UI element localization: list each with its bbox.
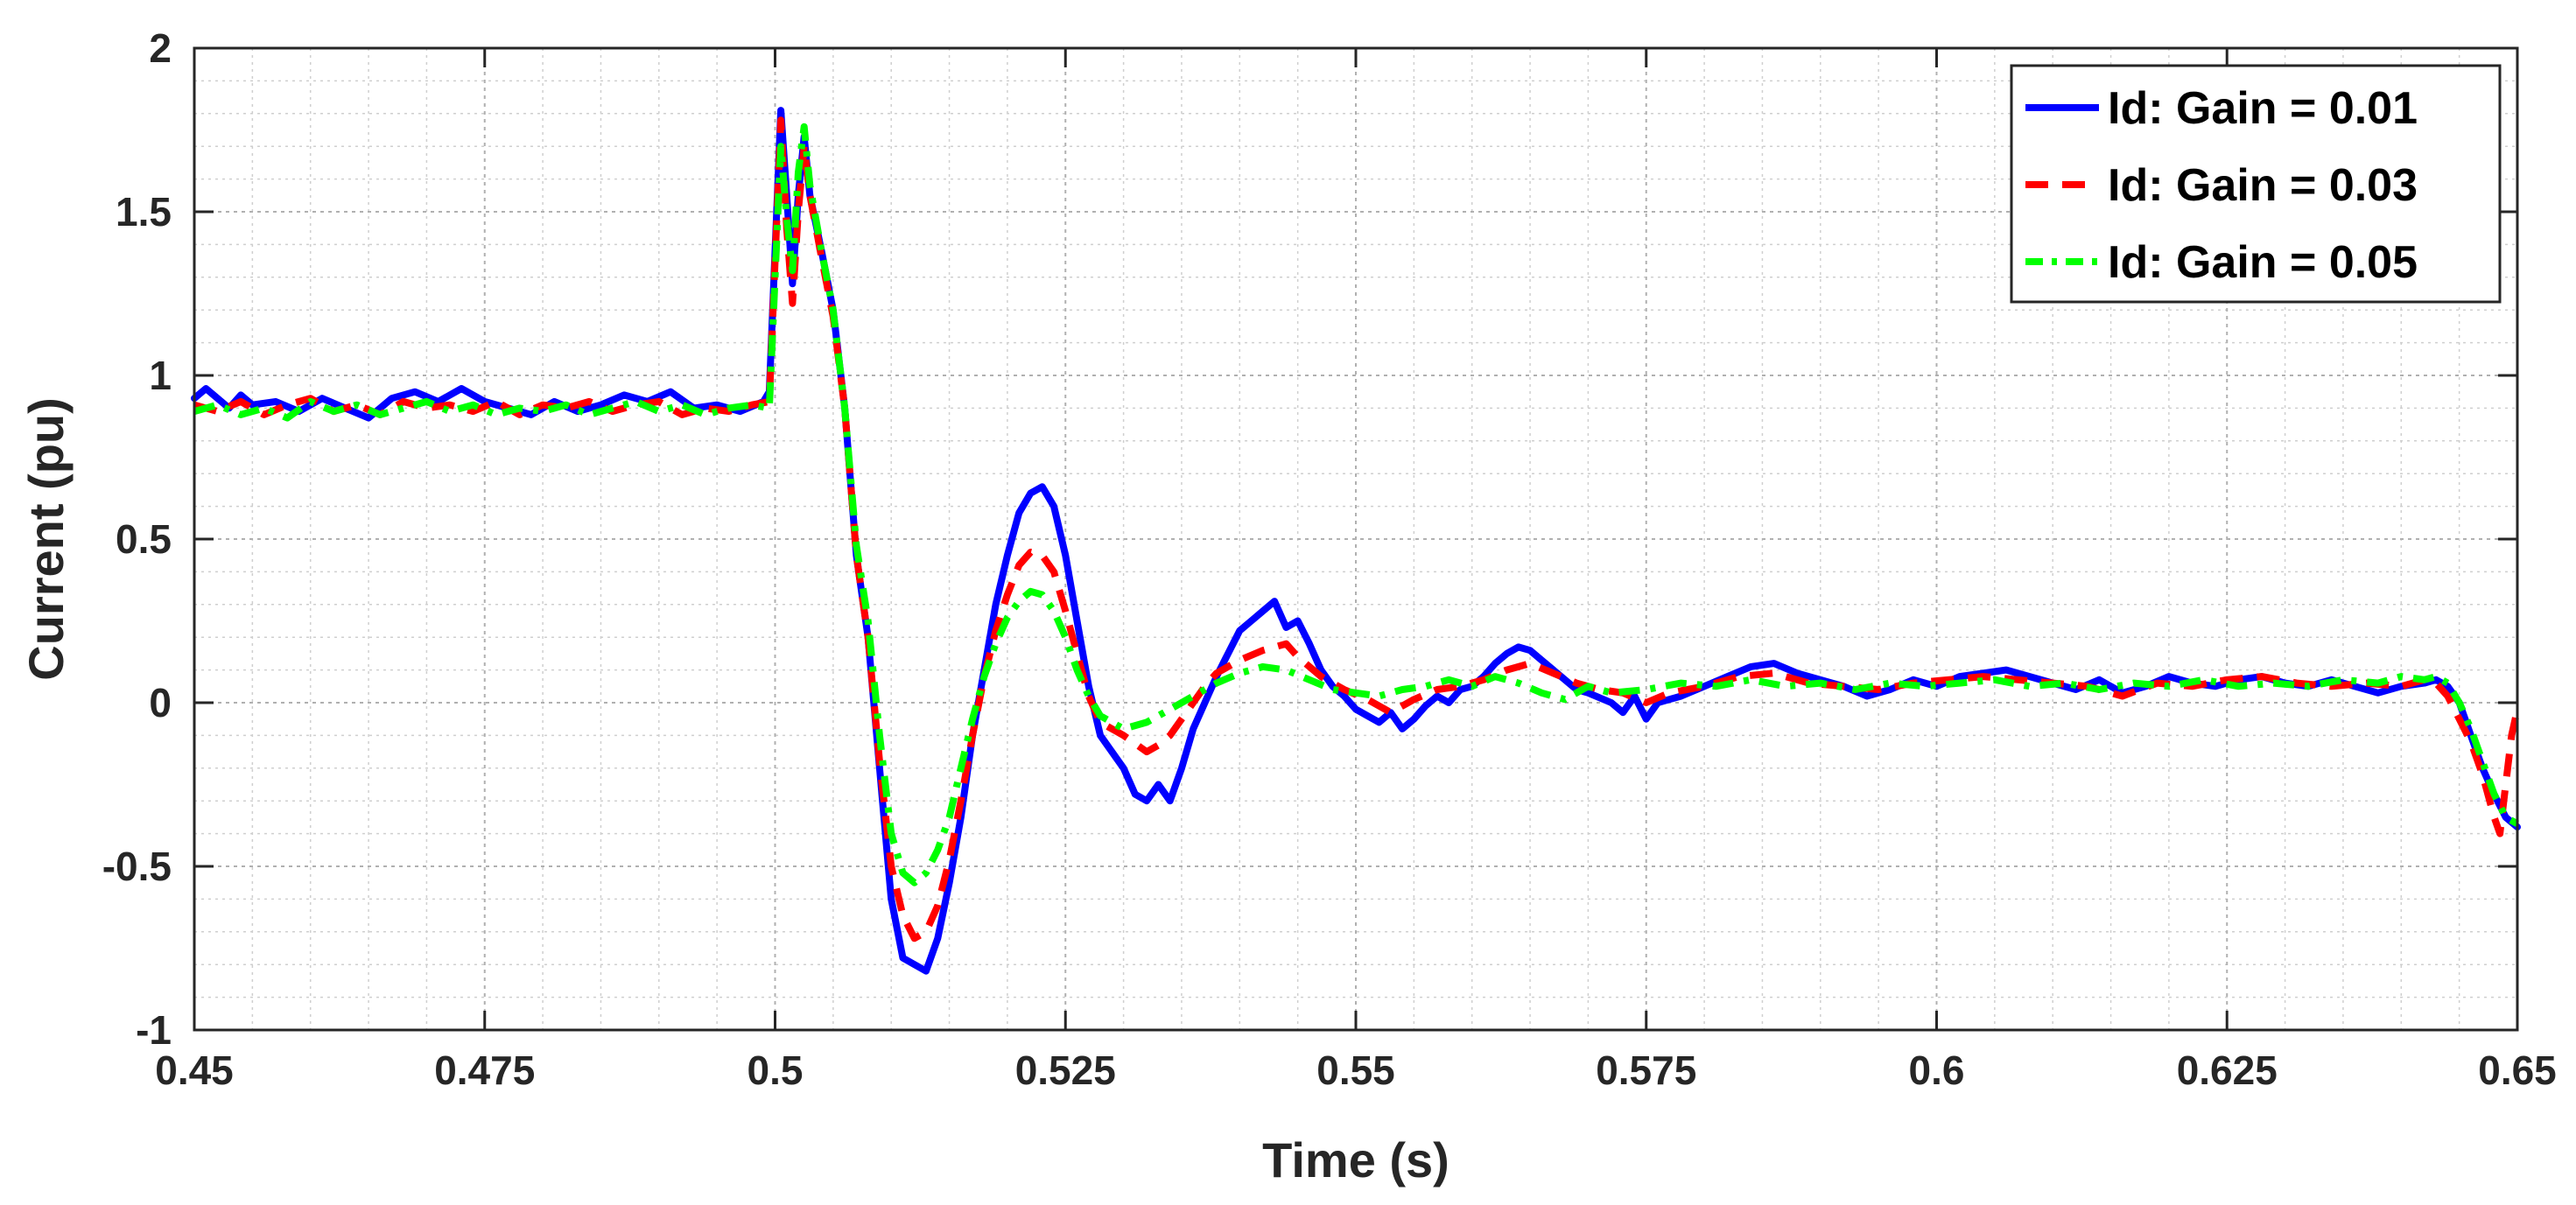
y-tick-label: 0.5 xyxy=(116,516,172,562)
series-layer xyxy=(191,107,2521,975)
legend-label-3: Id: Gain = 0.05 xyxy=(2108,237,2418,288)
y-tick-label: -0.5 xyxy=(102,844,172,889)
legend: Id: Gain = 0.01 Id: Gain = 0.03 Id: Gain =… xyxy=(2010,64,2502,304)
x-tick-label: 0.5 xyxy=(748,1047,804,1093)
series-line-1 xyxy=(191,107,2521,975)
y-tick-label: 2 xyxy=(149,25,172,71)
x-tick-label: 0.6 xyxy=(1909,1047,1965,1093)
legend-label-1: Id: Gain = 0.01 xyxy=(2108,83,2418,134)
x-tick-label: 0.45 xyxy=(155,1047,234,1093)
x-tick-label: 0.475 xyxy=(434,1047,535,1093)
x-axis-title: Time (s) xyxy=(1262,1132,1449,1187)
x-tick-label: 0.625 xyxy=(2177,1047,2278,1093)
y-tick-label: 0 xyxy=(149,680,172,725)
axis-ticks xyxy=(193,46,2519,1032)
y-axis-title: Current (pu) xyxy=(18,397,74,681)
y-tick-label: -1 xyxy=(136,1007,172,1053)
x-tick-label: 0.65 xyxy=(2478,1047,2557,1093)
x-tick-labels: 0.45 0.475 0.5 0.525 0.55 0.575 0.6 0.625 0.65 xyxy=(155,1047,2557,1093)
x-tick-label: 0.525 xyxy=(1015,1047,1116,1093)
series-line-3 xyxy=(193,123,2519,886)
x-tick-label: 0.575 xyxy=(1596,1047,1696,1093)
legend-label-2: Id: Gain = 0.03 xyxy=(2108,160,2418,211)
y-tick-label: 1.5 xyxy=(116,189,172,235)
y-tick-labels: -1 -0.5 0 0.5 1 1.5 2 xyxy=(102,25,172,1053)
x-tick-label: 0.55 xyxy=(1316,1047,1395,1093)
y-tick-label: 1 xyxy=(149,353,172,398)
